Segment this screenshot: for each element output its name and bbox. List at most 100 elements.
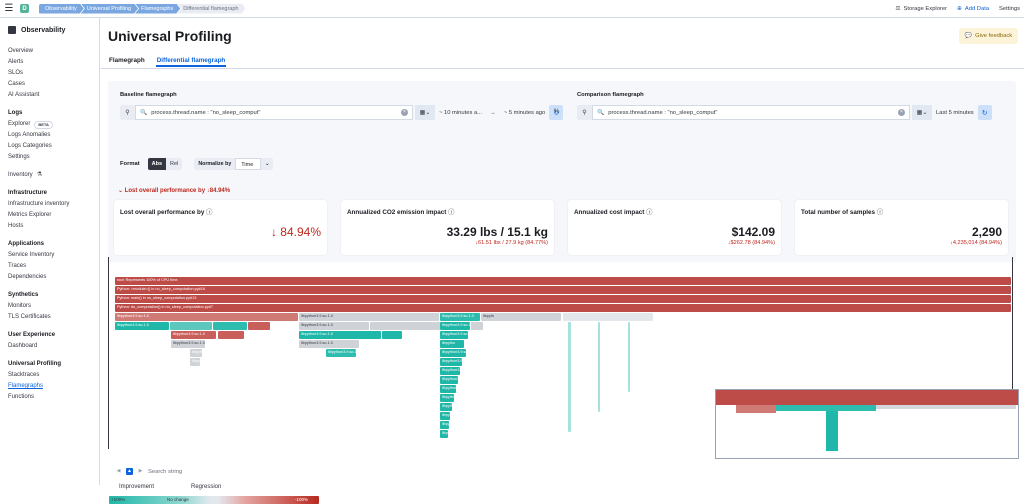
flame-block[interactable]: [568, 322, 571, 432]
sidebar-item-explorer[interactable]: Explorer BETA: [8, 119, 99, 130]
flame-frame-9[interactable]: libpython3.9.so.1.0: [440, 322, 470, 330]
format-abs-button[interactable]: Abs: [147, 158, 167, 170]
baseline-time-from[interactable]: ~ 10 minutes a...: [439, 109, 483, 116]
flame-frame-2[interactable]: Python: do_computation() in no_sleep_com…: [115, 304, 1011, 312]
flame-frame-10[interactable]: libpython3.9.so.1.0: [171, 331, 216, 339]
chevron-up-icon[interactable]: ▲: [126, 468, 133, 475]
flame-frame-27[interactable]: libpython3.9.so.1.0: [190, 358, 200, 366]
comparison-filter-menu-button[interactable]: ⚲: [577, 105, 592, 120]
flame-frame-5[interactable]: libpython3.9.so.1.0: [440, 313, 480, 321]
sidebar-item-ai-assistant[interactable]: AI Assistant: [8, 92, 40, 98]
storage-explorer-link[interactable]: ⚖ Storage Explorer: [895, 6, 947, 12]
flame-frame-7[interactable]: libpython3.9.so.1.0: [299, 322, 369, 330]
flame-frame-8[interactable]: libpyth: [481, 313, 561, 321]
flame-frame-22[interactable]: libpython3.9.so.1.0: [440, 403, 452, 411]
comparison-time-range[interactable]: Last 5 minutes: [936, 109, 974, 116]
sidebar-item-stacktraces[interactable]: Stacktraces: [8, 372, 40, 378]
info-icon[interactable]: ⓘ: [876, 209, 884, 216]
flame-frame-26[interactable]: libpython3.9.so.1.0: [190, 349, 202, 357]
settings-link[interactable]: Settings: [999, 6, 1020, 12]
format-rel-button[interactable]: Rel: [166, 158, 183, 170]
flame-frame-17[interactable]: libpython3.9.so.1.0: [440, 358, 462, 366]
flame-frame-14[interactable]: libpython3.9.so.1.0: [299, 340, 359, 348]
add-data-link[interactable]: ⊕ Add Data: [957, 6, 989, 12]
comparison-query-input[interactable]: 🔍 process.thread.name : "no_sleep_comput…: [592, 105, 910, 120]
menu-icon[interactable]: ☰: [4, 3, 14, 14]
sidebar-item-slos[interactable]: SLOs: [8, 70, 24, 76]
flame-block[interactable]: [248, 322, 270, 330]
deployment-avatar[interactable]: D: [20, 4, 29, 13]
flame-frame-28[interactable]: libpython3.9.so.1.0: [326, 349, 356, 357]
flame-block[interactable]: [563, 313, 653, 321]
breadcrumb-observability[interactable]: Observability: [39, 4, 84, 14]
flame-block[interactable]: [628, 322, 630, 392]
flame-frame-15[interactable]: libpytho: [440, 340, 464, 348]
sidebar-item-logs-categories[interactable]: Logs Categories: [8, 143, 52, 149]
flame-frame-25[interactable]: libpython3.9.so.1.0: [440, 430, 448, 438]
baseline-date-picker-button[interactable]: ▦ ⌄: [415, 105, 435, 120]
flame-block[interactable]: [170, 322, 212, 330]
sidebar-item-traces[interactable]: Traces: [8, 263, 27, 269]
flame-frame-0[interactable]: Python: <module>() in no_sleep_computati…: [115, 286, 1011, 294]
info-icon[interactable]: ⓘ: [448, 209, 455, 216]
clear-icon[interactable]: ×: [401, 109, 408, 116]
flame-frame-1[interactable]: Python: main() in no_sleep_computation.p…: [115, 295, 1011, 303]
sidebar-item-metrics-explorer[interactable]: Metrics Explorer: [8, 212, 52, 218]
lost-performance-heading[interactable]: ⌄ Lost overall performance by ↓84.94%: [118, 187, 230, 194]
flame-frame-23[interactable]: libpython3.9.so.1.0: [440, 412, 450, 420]
sidebar-item-dependencies[interactable]: Dependencies: [8, 274, 47, 280]
sidebar-item-infrastructure-inventory[interactable]: Infrastructure inventory: [8, 201, 70, 207]
baseline-time-to[interactable]: ~ 5 minutes ago: [503, 109, 546, 116]
flame-block[interactable]: [598, 322, 600, 412]
sidebar-item-logs-anomalies[interactable]: Logs Anomalies: [8, 132, 51, 138]
info-icon[interactable]: ⓘ: [206, 209, 213, 216]
sidebar-item-service-inventory[interactable]: Service Inventory: [8, 252, 55, 258]
flame-frame-16[interactable]: libpython3.9.so.1.0: [440, 349, 466, 357]
flame-frame-13[interactable]: libpython3.9.so.1.0: [171, 340, 205, 348]
tab-differential-flamegraph[interactable]: Differential flamegraph: [155, 54, 227, 67]
flamegraph-search-input[interactable]: Search string: [148, 468, 183, 475]
comparison-date-picker-button[interactable]: ▦ ⌄: [912, 105, 932, 120]
give-feedback-button[interactable]: 💬 Give feedback: [959, 28, 1018, 44]
sidebar-item-monitors[interactable]: Monitors: [8, 303, 32, 309]
flame-frame-4[interactable]: libpython3.9.so.1.0: [299, 313, 439, 321]
info-icon[interactable]: ⓘ: [646, 209, 653, 216]
flamegraph-minimap[interactable]: [715, 389, 1019, 459]
sidebar-item-cases[interactable]: Cases: [8, 81, 26, 87]
flame-frame-21[interactable]: libpython3.9.so.1.0: [440, 394, 454, 402]
chevron-left-icon[interactable]: ◀: [116, 468, 121, 474]
flame-frame-24[interactable]: libpython3.9.so.1.0: [440, 421, 449, 429]
breadcrumb-universal-profiling[interactable]: Universal Profiling: [81, 4, 138, 14]
flame-frame-3[interactable]: libpython3.9.so.1.0: [115, 313, 298, 321]
differential-flamegraph[interactable]: root: Represents 100% of CPU time. Pytho…: [108, 257, 1013, 449]
flame-frame-18[interactable]: libpython3.9.so.1.0: [440, 367, 460, 375]
sidebar-item-dashboard[interactable]: Dashboard: [8, 343, 38, 349]
baseline-query-input[interactable]: 🔍 process.thread.name : "no_sleep_comput…: [135, 105, 413, 120]
flame-frame-11[interactable]: libpython3.9.so.1.0: [299, 331, 381, 339]
flame-frame-12[interactable]: libpython3.9.so.1.0: [440, 331, 468, 339]
comparison-refresh-button[interactable]: ↻: [977, 105, 992, 120]
sidebar-item-hosts[interactable]: Hosts: [8, 223, 24, 229]
sidebar-item-tls-certificates[interactable]: TLS Certificates: [8, 314, 51, 320]
sidebar-item-functions[interactable]: Functions: [8, 394, 35, 400]
sidebar-item-alerts[interactable]: Alerts: [8, 59, 24, 65]
breadcrumb-flamegraphs[interactable]: Flamegraphs: [135, 4, 180, 14]
sidebar-item-logs-settings[interactable]: Settings: [8, 154, 30, 160]
baseline-filter-menu-button[interactable]: ⚲: [120, 105, 135, 120]
sidebar-item-flamegraphs[interactable]: Flamegraphs: [8, 383, 44, 389]
flame-root[interactable]: root: Represents 100% of CPU time.: [115, 277, 1011, 285]
flame-block[interactable]: [382, 331, 402, 339]
baseline-refresh-button[interactable]: ↻: [549, 105, 564, 120]
normalize-value[interactable]: Time: [235, 158, 262, 170]
flame-block[interactable]: [218, 331, 244, 339]
chevron-right-icon[interactable]: ▶: [138, 468, 143, 474]
flame-block[interactable]: [370, 322, 440, 330]
sidebar-item-overview[interactable]: Overview: [8, 48, 34, 54]
flame-frame-19[interactable]: libpython3.9.so.1.0: [440, 376, 458, 384]
flame-block[interactable]: [213, 322, 247, 330]
chevron-down-icon[interactable]: ⌄: [261, 158, 274, 170]
tab-flamegraph[interactable]: Flamegraph: [109, 57, 145, 64]
normalize-select[interactable]: Normalize by Time ⌄: [194, 158, 274, 170]
clear-icon[interactable]: ×: [898, 109, 905, 116]
flame-block[interactable]: [471, 322, 483, 330]
